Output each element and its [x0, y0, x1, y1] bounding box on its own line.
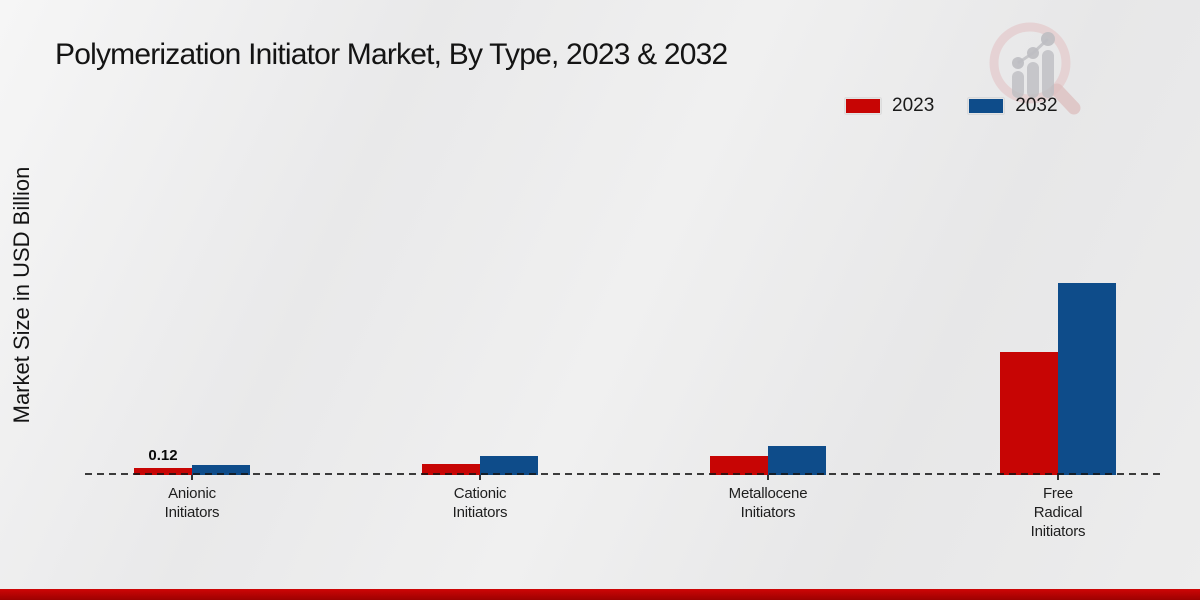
x-axis-category-label: Anionic Initiators — [164, 485, 220, 521]
x-axis-tick — [479, 475, 481, 480]
legend-swatch-2023 — [845, 98, 881, 114]
footer-accent-strip — [0, 589, 1200, 600]
magnifier-chart-logo-icon — [989, 22, 1081, 115]
legend-item-2023: 2023 — [845, 95, 934, 117]
chart-title: Polymerization Initiator Market, By Type… — [55, 38, 728, 71]
bar-2032-category-0 — [192, 465, 250, 475]
bar-2032-category-1 — [480, 456, 538, 475]
x-axis-tick — [767, 475, 769, 480]
legend-label-2032: 2032 — [1015, 95, 1058, 116]
bar-2023-category-0 — [134, 468, 192, 475]
bar-2032-category-3 — [1058, 283, 1116, 475]
legend-label-2023: 2023 — [892, 95, 935, 116]
legend-item-2032: 2032 — [968, 95, 1058, 117]
bar-value-label: 0.12 — [148, 447, 178, 464]
bar-2023-category-2 — [710, 456, 768, 475]
x-axis-category-label: Metallocene Initiators — [728, 485, 808, 521]
x-axis-tick — [1057, 475, 1059, 480]
legend-swatch-2032 — [968, 98, 1005, 114]
bar-2023-category-3 — [1000, 352, 1058, 475]
x-axis-tick — [191, 475, 193, 480]
legend: 2023 2032 — [845, 95, 1058, 117]
bar-2032-category-2 — [768, 446, 826, 475]
zero-baseline-dashed — [85, 473, 1164, 475]
bar-2023-category-1 — [422, 464, 480, 475]
x-axis-category-label: Free Radical Initiators — [1030, 485, 1086, 540]
x-axis-category-label: Cationic Initiators — [452, 485, 508, 521]
